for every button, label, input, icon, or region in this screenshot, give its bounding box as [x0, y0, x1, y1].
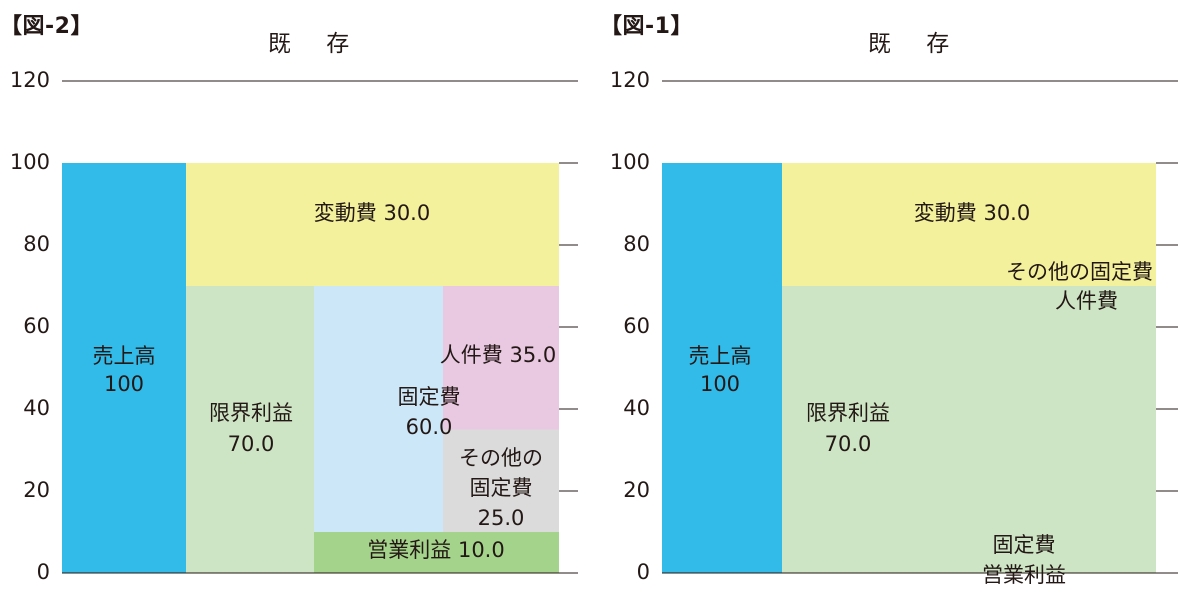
label-variable-cost: 変動費 30.0 [914, 201, 1030, 225]
label-operating-profit: 営業利益 10.0 [367, 538, 504, 562]
label-other-fixed-1: その他の [459, 446, 543, 470]
y-tick-label: 0 [37, 560, 50, 584]
label-sales: 売上高 [689, 344, 752, 368]
figure-label: 【図-1】 [600, 14, 693, 39]
bar-operating-profit [314, 532, 559, 573]
chart-panel-fig2: 【図-2】 既 存 120 100 80 60 40 20 0 売上高 100 変動費 30.0 限… [0, 14, 578, 584]
label-sales: 売上高 [93, 344, 156, 368]
bar-sales [62, 163, 186, 573]
bar-variable-cost [186, 163, 559, 286]
bar-other-fixed-cost [443, 429, 559, 532]
y-tick-label: 120 [10, 68, 50, 92]
y-tick-label: 40 [623, 396, 650, 420]
bar-fixed-cost [314, 286, 443, 532]
chart-svg-fig2: 120 100 80 60 40 20 0 売上高 100 変動費 30.0 限界利益 70.0 固定費… [10, 68, 578, 584]
annotation-personnel-cost: 人件費 [1055, 289, 1118, 313]
chart-title: 既 存 [868, 31, 964, 57]
y-tick-label: 80 [623, 232, 650, 256]
y-tick-label: 20 [623, 478, 650, 502]
y-tick-label: 60 [623, 314, 650, 338]
annotation-fixed-cost: 固定費 [993, 533, 1056, 557]
bar-variable-cost [782, 163, 1156, 286]
chart-title: 既 存 [268, 31, 364, 57]
y-tick-label: 120 [610, 68, 650, 92]
y-tick-label: 80 [23, 232, 50, 256]
y-tick-label: 20 [23, 478, 50, 502]
y-tick-label: 40 [23, 396, 50, 420]
bar-marginal-profit [782, 286, 1156, 573]
bar-sales [662, 163, 782, 573]
figure-label: 【図-2】 [0, 14, 93, 39]
label-marginal-profit: 限界利益 [806, 401, 890, 425]
label-variable-cost: 変動費 30.0 [314, 201, 430, 225]
chart-panel-fig1: 【図-1】 既 存 120 100 80 60 40 20 0 売上高 100 変動費 30.0 限… [600, 0, 1200, 594]
value-sales: 100 [700, 372, 740, 396]
label-marginal-profit: 限界利益 [209, 401, 293, 425]
value-marginal-profit: 70.0 [228, 432, 275, 456]
value-other-fixed: 25.0 [478, 506, 525, 530]
y-tick-label: 100 [610, 150, 650, 174]
value-marginal-profit: 70.0 [825, 432, 872, 456]
y-tick-label: 100 [10, 150, 50, 174]
chart-svg-fig1: 120 100 80 60 40 20 0 売上高 100 変動費 30.0 限界利益 70.0 その他… [610, 68, 1178, 587]
bar-personnel-cost [443, 286, 559, 430]
y-tick-label: 60 [23, 314, 50, 338]
label-fixed-cost: 固定費 [398, 385, 461, 409]
y-tick-label: 0 [637, 560, 650, 584]
value-fixed-cost: 60.0 [406, 415, 453, 439]
annotation-operating-profit: 営業利益 [982, 563, 1066, 587]
bar-marginal-profit [186, 286, 314, 573]
annotation-other-fixed-cost: その他の固定費 [1006, 260, 1153, 284]
label-personnel-cost: 人件費 35.0 [440, 343, 556, 367]
label-other-fixed-2: 固定費 [470, 476, 533, 500]
value-sales: 100 [104, 372, 144, 396]
